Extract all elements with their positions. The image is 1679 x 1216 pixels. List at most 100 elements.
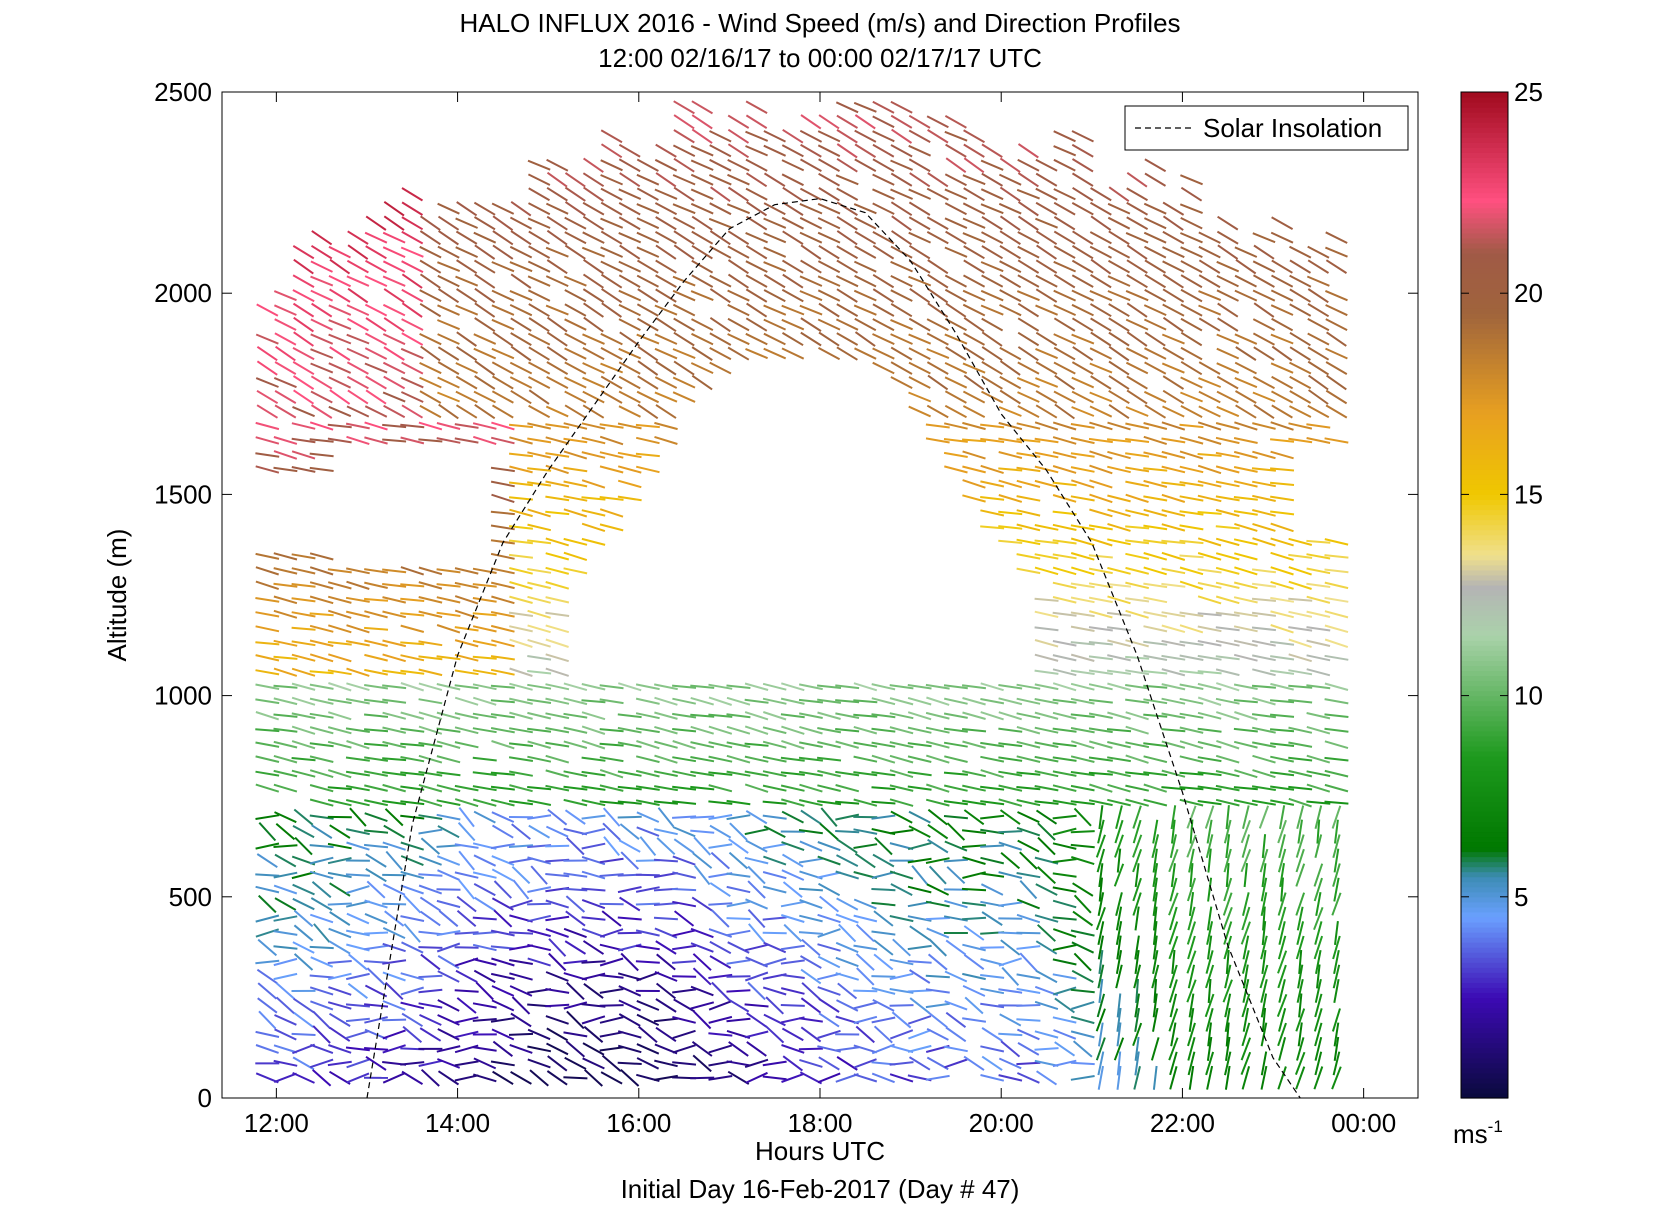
wind-vector (1294, 1051, 1306, 1075)
wind-vector (600, 362, 624, 374)
wind-vector (328, 609, 352, 619)
wind-vector (1325, 404, 1348, 419)
wind-vector (1034, 524, 1059, 531)
wind-vector (1107, 566, 1131, 575)
wind-vector (328, 245, 351, 259)
wind-vector (1016, 786, 1041, 791)
wind-vector (582, 347, 605, 361)
wind-vector (1296, 978, 1304, 1003)
wind-vector (1270, 655, 1295, 661)
wind-vector (1017, 259, 1040, 274)
wind-vector (853, 101, 877, 113)
wind-vector (403, 923, 421, 943)
wind-vector (1289, 375, 1312, 390)
wind-vector (600, 201, 623, 216)
wind-vector (744, 828, 769, 836)
wind-vector (727, 259, 749, 275)
wind-vector (891, 230, 913, 246)
wind-vector (492, 1040, 514, 1057)
wind-vector (926, 404, 949, 419)
wind-vector (1052, 668, 1077, 677)
wind-vector (1251, 626, 1277, 632)
wind-vector (962, 972, 986, 981)
wind-vector (418, 438, 443, 443)
wind-vector (782, 128, 804, 144)
wind-vector (309, 755, 334, 763)
wind-vector (619, 172, 641, 188)
wind-vector (1215, 639, 1240, 647)
wind-vector (1143, 231, 1167, 244)
wind-vector (255, 914, 280, 923)
wind-vector (980, 974, 1005, 979)
wind-vector (456, 895, 477, 913)
wind-vector (1143, 508, 1168, 517)
wind-vector (508, 742, 534, 747)
wind-vector (345, 1003, 370, 1008)
wind-vector (490, 668, 515, 676)
wind-vector (998, 784, 1023, 792)
wind-vector (1016, 683, 1041, 690)
wind-vector (1071, 158, 1094, 173)
wind-vector (780, 771, 805, 776)
wind-vector (1168, 979, 1178, 1003)
wind-vector (473, 259, 496, 274)
wind-vector (871, 800, 896, 805)
wind-vector (582, 201, 605, 216)
wind-vector (329, 346, 351, 361)
wind-vector (1315, 892, 1322, 916)
wind-vector (400, 1061, 425, 1066)
wind-vector (1180, 303, 1203, 317)
wind-vector (472, 756, 497, 762)
wind-vector (599, 698, 624, 705)
wind-vector (998, 525, 1023, 530)
wind-vector (1132, 819, 1142, 844)
wind-vector (690, 290, 714, 302)
wind-vector (1144, 361, 1167, 375)
wind-vector (1198, 290, 1222, 302)
wind-vector (908, 201, 931, 216)
wind-vector (293, 924, 314, 942)
wind-vector (1325, 231, 1348, 244)
wind-vector (1297, 819, 1303, 844)
wind-vector (635, 785, 660, 791)
wind-vector (546, 1070, 568, 1086)
wind-vector (1170, 1022, 1177, 1047)
wind-vector (1134, 935, 1140, 960)
wind-vector (382, 711, 407, 720)
wind-vector (710, 186, 731, 203)
wind-vector (1107, 595, 1131, 605)
wind-vector (798, 756, 824, 762)
wind-vector (581, 522, 606, 533)
wind-vector (1052, 421, 1077, 431)
wind-vector (1179, 670, 1204, 675)
wind-vector (545, 596, 570, 604)
wind-vector (925, 798, 950, 807)
wind-vector (509, 581, 533, 590)
wind-vector (1261, 834, 1267, 859)
wind-vector (1052, 553, 1077, 560)
wind-vector (1326, 374, 1347, 391)
wind-vector (419, 245, 442, 259)
wind-vector (1307, 332, 1330, 346)
wind-vector (799, 216, 823, 230)
wind-vector (1052, 928, 1077, 938)
wind-vector (400, 756, 425, 763)
wind-vector (563, 495, 588, 502)
wind-vector (599, 523, 624, 532)
wind-vector (1259, 964, 1269, 989)
wind-vector (817, 855, 841, 866)
wind-vector (364, 332, 388, 346)
wind-vector (329, 824, 351, 839)
wind-vector (1277, 1022, 1287, 1047)
wind-vector (909, 925, 931, 941)
wind-vector (854, 852, 876, 869)
wind-vector (382, 926, 406, 940)
wind-vector (889, 870, 914, 880)
wind-vector (418, 783, 443, 793)
wind-vector (1016, 290, 1040, 302)
wind-vector (726, 754, 751, 764)
wind-vector (490, 552, 515, 560)
wind-vector (1134, 1051, 1140, 1076)
wind-vector (527, 711, 552, 720)
wind-vector (656, 837, 676, 856)
